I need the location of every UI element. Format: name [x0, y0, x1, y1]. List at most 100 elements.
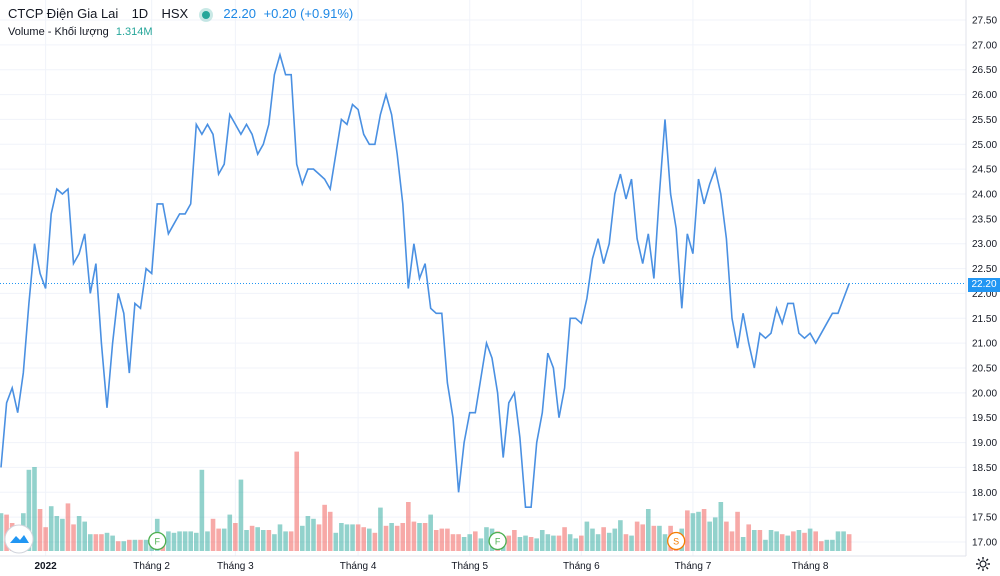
volume-bar — [311, 518, 316, 551]
volume-bar — [171, 532, 177, 551]
volume-bar — [93, 534, 99, 551]
volume-bar — [65, 503, 71, 551]
volume-bar — [746, 524, 752, 551]
price-axis[interactable]: 17.00 17.50 18.00 18.50 19.00 19.50 20.00 20.50… — [972, 16, 997, 549]
volume-bar — [707, 521, 712, 551]
volume-bar — [645, 509, 651, 551]
volume-bar — [478, 538, 484, 551]
volume-bar — [26, 469, 32, 551]
interval[interactable]: 1D — [131, 6, 149, 21]
dividend-event-icon: F — [488, 531, 507, 551]
volume-bar — [361, 527, 366, 551]
y-tick-label: 23.00 — [972, 239, 997, 250]
volume-bar — [389, 523, 394, 551]
volume-label: Volume - Khối lượng — [8, 26, 109, 38]
volume-bar — [757, 530, 763, 551]
volume-bar — [99, 534, 104, 551]
volume-bar — [327, 511, 333, 551]
y-tick-label: 20.00 — [972, 388, 997, 399]
volume-bar — [0, 513, 4, 551]
volume-bar — [104, 532, 110, 551]
y-tick-label: 22.00 — [972, 289, 997, 300]
volume-bar — [394, 525, 400, 551]
volume-bar — [752, 530, 757, 551]
y-tick-label: 24.00 — [972, 190, 997, 201]
volume-bar — [740, 537, 746, 551]
volume-bar — [623, 534, 629, 551]
volume-bar — [835, 531, 841, 551]
volume-bar — [735, 511, 740, 551]
volume-bar — [255, 527, 260, 551]
volume-bar — [127, 539, 132, 551]
volume-bar — [221, 528, 227, 551]
volume-bar — [400, 523, 406, 551]
volume-bar — [82, 521, 87, 551]
volume-bar — [657, 525, 662, 551]
symbol-title[interactable]: CTCP Điện Gia Lai — [8, 6, 119, 21]
volume-bar — [71, 524, 76, 551]
volume-bar — [807, 528, 813, 551]
volume-bar — [830, 539, 835, 551]
volume-bar — [724, 521, 729, 551]
volume-bar — [366, 528, 372, 551]
volume-bar — [378, 507, 383, 551]
volume-bar — [606, 532, 612, 551]
y-tick-label: 26.50 — [972, 65, 997, 76]
volume-bar — [260, 530, 266, 551]
time-axis[interactable]: 2022 Tháng 2 Tháng 3 Tháng 4 Tháng 5 Tháng 6 T… — [35, 561, 829, 572]
volume-bar — [87, 534, 93, 551]
volume-bar — [690, 513, 696, 551]
volume-bar — [110, 535, 115, 551]
y-tick-label: 20.50 — [972, 364, 997, 375]
gear-icon[interactable] — [975, 556, 991, 572]
event-marker-label: F — [154, 537, 160, 547]
volume-bar — [272, 534, 277, 551]
volume-bar — [562, 527, 567, 551]
y-tick-label: 22.50 — [972, 264, 997, 275]
volume-bar — [662, 534, 668, 551]
volume-bar — [590, 528, 595, 551]
volume-bar — [249, 525, 255, 551]
volume-bar — [406, 502, 411, 551]
last-price: 22.20 — [223, 6, 256, 21]
x-tick-label: Tháng 5 — [451, 561, 488, 572]
volume-bar — [685, 510, 690, 551]
tradingview-logo-icon[interactable] — [4, 524, 34, 554]
volume-bar — [824, 539, 830, 551]
y-tick-label: 24.50 — [972, 165, 997, 176]
volume-bar — [238, 479, 244, 551]
dividend-event-icon: F — [148, 531, 167, 551]
volume-bar — [768, 530, 774, 551]
volume-bar — [115, 541, 121, 551]
volume-bar — [288, 531, 294, 551]
x-tick-label: Tháng 8 — [792, 561, 829, 572]
volume-bar — [846, 534, 852, 551]
volume-legend[interactable]: Volume - Khối lượng 1.314M — [8, 26, 153, 38]
y-tick-label: 23.50 — [972, 214, 997, 225]
volume-bar — [433, 530, 439, 551]
volume-bar — [567, 534, 573, 551]
y-tick-label: 17.50 — [972, 513, 997, 524]
event-marker-label: F — [495, 537, 501, 547]
volume-bar — [484, 527, 489, 551]
volume-bar — [640, 524, 645, 551]
volume-bar — [166, 531, 171, 551]
volume-bar — [506, 535, 512, 551]
volume-bar — [205, 531, 210, 551]
y-tick-label: 25.00 — [972, 140, 997, 151]
event-marker-circle — [148, 531, 167, 551]
volume-bar — [450, 534, 456, 551]
volume-bar — [528, 537, 534, 551]
volume-bar — [601, 527, 606, 551]
volume-bar — [813, 531, 818, 551]
volume-bar — [584, 521, 590, 551]
x-tick-label: Tháng 4 — [340, 561, 377, 572]
y-tick-label: 18.00 — [972, 488, 997, 499]
volume-bar — [651, 525, 657, 551]
volume-bar — [573, 538, 579, 551]
price-line — [0, 51, 850, 508]
volume-bar — [785, 535, 791, 551]
y-tick-label: 19.50 — [972, 413, 997, 424]
exchange: HSX — [161, 6, 189, 21]
